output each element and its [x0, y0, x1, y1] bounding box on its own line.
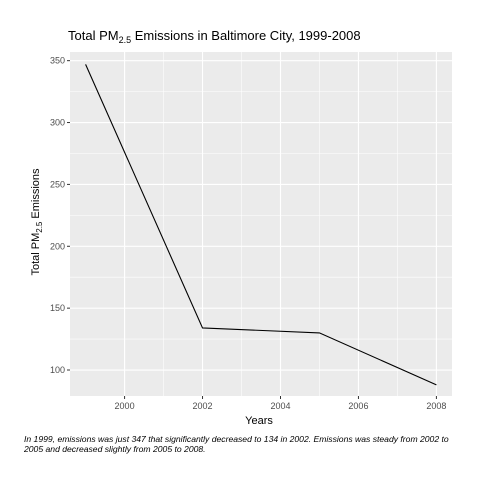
y-tick-label: 150	[50, 303, 65, 313]
x-axis-title: Years	[245, 415, 273, 427]
plot-panel	[70, 52, 452, 396]
x-tick-label: 2000	[115, 401, 135, 411]
chart-caption: In 1999, emissions was just 347 that sig…	[24, 434, 449, 454]
x-tick-label: 2002	[193, 401, 213, 411]
y-axis-title: Total PM2.5 Emissions	[30, 168, 44, 276]
x-tick-label: 2008	[426, 401, 446, 411]
y-tick-label: 100	[50, 365, 65, 375]
chart-title: Total PM2.5 Emissions in Baltimore City,…	[68, 28, 361, 45]
major-gridlines	[70, 52, 452, 396]
x-tick-label: 2006	[348, 401, 368, 411]
emissions-line	[85, 64, 437, 386]
y-tick-label: 300	[50, 118, 65, 128]
x-tick-label: 2004	[270, 401, 290, 411]
y-tick-label: 200	[50, 241, 65, 251]
y-tick-label: 250	[50, 179, 65, 189]
minor-gridlines	[70, 52, 452, 396]
y-tick-label: 350	[50, 56, 65, 66]
x-axis: 2000 2002 2004 2006 2008	[115, 396, 446, 411]
y-axis: 100 150 200 250 300 350	[50, 56, 70, 375]
